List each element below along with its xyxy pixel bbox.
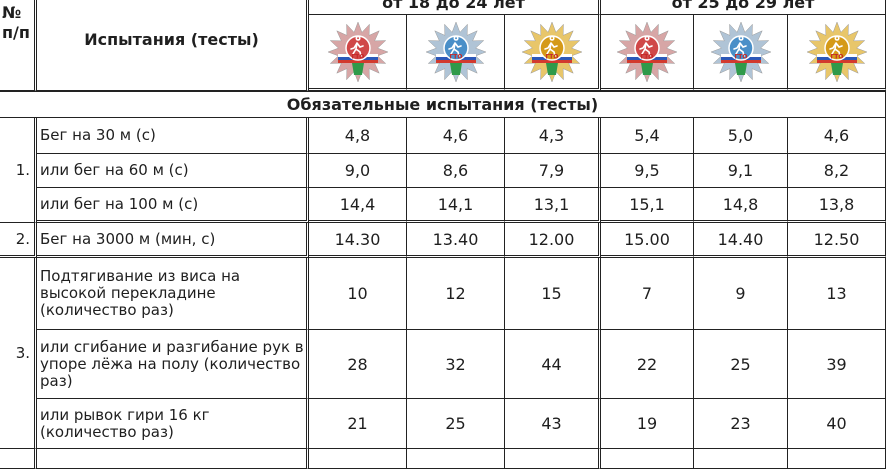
value-cell: 14.30 <box>309 223 407 258</box>
badge-cell-gold-2: ГТО <box>788 15 886 91</box>
table-row: или бег на 100 м (с) 14,4 14,1 13,1 15,1… <box>0 188 886 223</box>
value-cell: 9 <box>694 258 788 330</box>
gto-bronze-badge-icon: ГТО <box>309 20 406 83</box>
table-row: или сгибание и разгибание рук в упоре лё… <box>0 330 886 399</box>
empty-cell <box>505 449 601 469</box>
value-cell: 4,3 <box>505 118 601 154</box>
value-cell: 14,8 <box>694 188 788 223</box>
value-cell: 5,0 <box>694 118 788 154</box>
badge-row: ГТО ГТО ГТО ГТО ГТО ГТО <box>0 15 886 91</box>
gto-badge-label: ГТО <box>351 53 364 60</box>
table-row: 3. Подтягивание из виса на высокой перек… <box>0 258 886 449</box>
value-cell: 14,4 <box>309 188 407 223</box>
age-group-1-header: от 18 до 24 лет <box>309 0 601 15</box>
gto-bronze-badge-icon: ГТО <box>601 20 693 83</box>
value-cell: 7 <box>601 258 694 330</box>
test-name: или рывок гири 16 кг (количество раз) <box>37 399 309 449</box>
test-name: Подтягивание из виса на высокой переклад… <box>37 258 309 330</box>
badge-cell-bronze-2: ГТО <box>601 15 694 91</box>
table-row: или рывок гири 16 кг (количество раз) 21… <box>0 399 886 449</box>
empty-cell <box>309 449 407 469</box>
value-cell: 15 <box>505 258 601 330</box>
badge-cell-silver-2: ГТО <box>694 15 788 91</box>
table-row: или бег на 60 м (с) 9,0 8,6 7,9 9,5 9,1 … <box>0 154 886 188</box>
value-cell: 10 <box>309 258 407 330</box>
gto-badge-label: ГТО <box>449 53 462 60</box>
number-header: № п/п <box>0 0 37 91</box>
age-group-2-header: от 25 до 29 лет <box>601 0 886 15</box>
value-cell: 43 <box>505 399 601 449</box>
badge-cell-silver-1: ГТО <box>407 15 505 91</box>
value-cell: 13 <box>788 258 886 330</box>
tests-header: Испытания (тесты) <box>37 0 309 91</box>
value-cell: 8,2 <box>788 154 886 188</box>
value-cell: 32 <box>407 330 505 399</box>
gto-silver-badge-icon: ГТО <box>407 20 504 83</box>
value-cell: 15,1 <box>601 188 694 223</box>
section-title: Обязательные испытания (тесты) <box>0 91 886 118</box>
value-cell: 22 <box>601 330 694 399</box>
value-cell: 40 <box>788 399 886 449</box>
gto-gold-badge-icon: ГТО <box>505 20 598 83</box>
gto-badge-label: ГТО <box>734 53 747 60</box>
value-cell: 44 <box>505 330 601 399</box>
value-cell: 19 <box>601 399 694 449</box>
number-label-line2: п/п <box>2 23 30 42</box>
group-number: 2. <box>0 223 37 258</box>
value-cell: 13.40 <box>407 223 505 258</box>
value-cell: 12 <box>407 258 505 330</box>
value-cell: 23 <box>694 399 788 449</box>
value-cell: 9,0 <box>309 154 407 188</box>
value-cell: 9,5 <box>601 154 694 188</box>
gto-silver-badge-icon: ГТО <box>694 20 787 83</box>
empty-cell <box>407 449 505 469</box>
empty-cell <box>694 449 788 469</box>
value-cell: 25 <box>694 330 788 399</box>
gto-badge-label: ГТО <box>545 53 558 60</box>
value-cell: 5,4 <box>601 118 694 154</box>
value-cell: 25 <box>407 399 505 449</box>
value-cell: 39 <box>788 330 886 399</box>
gto-badge-label: ГТО <box>640 53 653 60</box>
test-name: или сгибание и разгибание рук в упоре лё… <box>37 330 309 399</box>
test-name: или бег на 60 м (с) <box>37 154 309 188</box>
value-cell: 8,6 <box>407 154 505 188</box>
test-name: Бег на 30 м (с) <box>37 118 309 154</box>
table-row: 2. Бег на 3000 м (мин, с) 14.30 13.40 12… <box>0 223 886 258</box>
value-cell: 9,1 <box>694 154 788 188</box>
empty-cell <box>37 449 309 469</box>
value-cell: 14,1 <box>407 188 505 223</box>
empty-cell <box>788 449 886 469</box>
value-cell: 7,9 <box>505 154 601 188</box>
group-number: 3. <box>0 258 37 449</box>
gto-gold-badge-icon: ГТО <box>788 20 885 83</box>
table-row-next <box>0 449 886 469</box>
value-cell: 14.40 <box>694 223 788 258</box>
value-cell: 21 <box>309 399 407 449</box>
value-cell: 15.00 <box>601 223 694 258</box>
gto-badge-label: ГТО <box>830 53 843 60</box>
value-cell: 28 <box>309 330 407 399</box>
value-cell: 13,8 <box>788 188 886 223</box>
value-cell: 13,1 <box>505 188 601 223</box>
value-cell: 12.50 <box>788 223 886 258</box>
badge-cell-gold-1: ГТО <box>505 15 601 91</box>
section-row: Обязательные испытания (тесты) <box>0 91 886 118</box>
value-cell: 4,8 <box>309 118 407 154</box>
test-name: или бег на 100 м (с) <box>37 188 309 223</box>
empty-cell <box>0 449 37 469</box>
number-label-line1: № <box>2 3 22 22</box>
value-cell: 4,6 <box>407 118 505 154</box>
test-name: Бег на 3000 м (мин, с) <box>37 223 309 258</box>
badge-cell-bronze-1: ГТО <box>309 15 407 91</box>
value-cell: 12.00 <box>505 223 601 258</box>
value-cell: 4,6 <box>788 118 886 154</box>
table-row: 1. Бег на 30 м (с) 4,8 4,6 4,3 5,4 5,0 4… <box>0 118 886 223</box>
empty-cell <box>601 449 694 469</box>
group-number: 1. <box>0 118 37 223</box>
